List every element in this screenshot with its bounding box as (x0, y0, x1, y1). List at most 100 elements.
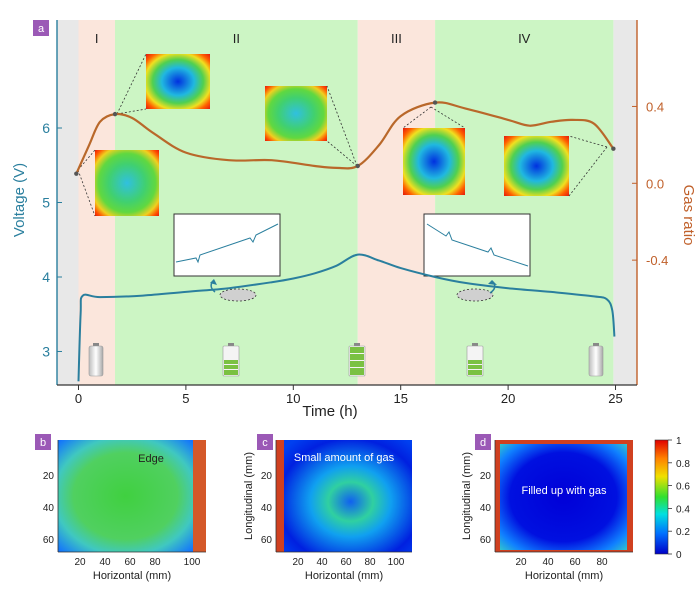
heatmap-b-xtick: 40 (99, 557, 111, 568)
heatmap-d-ytick: 20 (480, 471, 492, 482)
colorbar-ticks: 0 0.2 0.4 0.6 0.8 1 (668, 436, 690, 561)
heatmap-c-xtick: 20 (292, 557, 304, 568)
heatmap-b-xlabel: Horizontal (mm) (93, 570, 171, 582)
heatmap-b-ytick: 60 (43, 535, 55, 546)
zoom-inset-2 (423, 213, 531, 277)
colorbar-tick-label: 1 (676, 436, 682, 447)
x-tick-label: 5 (182, 391, 189, 406)
axis-ticks: 0 5 10 15 20 25 3 4 5 6 -0.4 0.0 0.4 (42, 99, 668, 406)
side-region (57, 20, 79, 385)
heatmap-b-ytick: 40 (43, 503, 55, 514)
y-left-tick-label: 4 (42, 269, 50, 285)
colorbar-tick-label: 0.8 (676, 459, 690, 470)
stage-label: IV (518, 31, 531, 46)
heatmap-c-xtick: 40 (316, 557, 328, 568)
heatmap-c-xtick: 100 (388, 557, 405, 568)
heatmap-b-ytick: 20 (43, 471, 55, 482)
stage-region (435, 20, 614, 385)
colorbar-tick-label: 0.6 (676, 482, 690, 493)
stage-region (357, 20, 436, 385)
inset-heatmap-4 (403, 128, 465, 195)
inset-heatmaps (95, 54, 569, 216)
colorbar-gradient (654, 439, 669, 555)
panel-c-badge (257, 434, 273, 450)
panel-a-label: a (38, 23, 45, 35)
inset-heatmap-1 (146, 54, 210, 109)
data-series (74, 100, 616, 382)
zoom-arrowhead-1 (210, 279, 217, 285)
zoom-region-2 (456, 288, 494, 302)
colorbar-tick-label: 0.4 (676, 504, 690, 515)
heatmap-b-xtick: 100 (184, 557, 201, 568)
stage-label: II (233, 31, 240, 46)
y-right-tick-label: -0.4 (646, 253, 668, 268)
heatmap-b-xtick: 80 (149, 557, 161, 568)
inset-connectors (77, 53, 608, 217)
heatmap-d-ytick: 40 (480, 503, 492, 514)
colorbar: 0 0.2 0.4 0.6 0.8 1 (654, 436, 690, 561)
panel-b-badge (35, 434, 51, 450)
voltage-series-line (77, 253, 616, 382)
gas-ratio-point (611, 146, 616, 151)
inset-heatmap-3 (265, 86, 327, 141)
gas-ratio-series-line (75, 101, 615, 175)
heatmap-d (500, 444, 627, 550)
battery-icons (88, 343, 604, 377)
battery-half-icon (466, 343, 484, 377)
heatmap-c-ytick: 60 (261, 535, 273, 546)
panel-d-label: d (480, 437, 486, 449)
heatmap-c-xtick: 60 (340, 557, 352, 568)
heatmap-c-ytick: 20 (261, 471, 273, 482)
x-tick-label: 15 (393, 391, 407, 406)
x-axis-label: Time (h) (302, 403, 357, 420)
zoom-inset-2-line (426, 223, 529, 267)
zoom-arrowhead-2 (488, 280, 497, 285)
stage-labels: I II III IV (95, 31, 531, 46)
y-right-tick-label: 0.0 (646, 176, 664, 191)
panel-c: Small amount of gas 20 40 60 80 100 20 4… (243, 434, 412, 582)
heatmap-d-annotation: Filled up with gas (522, 485, 607, 497)
panel-c-label: c (262, 437, 268, 449)
x-tick-label: 20 (501, 391, 515, 406)
heatmap-b-xtick: 20 (74, 557, 86, 568)
battery-full-icon (348, 343, 366, 377)
panel-a-badge (33, 20, 49, 36)
gas-ratio-point (74, 171, 79, 176)
zoom-inset-1 (173, 213, 281, 277)
side-region (613, 20, 637, 385)
y-left-tick-label: 6 (42, 120, 50, 136)
inset-heatmap-2 (95, 150, 159, 216)
y-left-tick-label: 3 (42, 343, 50, 359)
heatmap-c-xtick: 80 (364, 557, 376, 568)
panel-d: Filled up with gas 20 40 60 80 20 40 60 … (461, 434, 633, 582)
zoom-inset-1-line (175, 223, 279, 264)
heatmap-c-annotation: Small amount of gas (294, 452, 395, 464)
y-left-axis-label: Voltage (V) (11, 163, 28, 237)
heatmap-c-xlabel: Horizontal (mm) (305, 570, 383, 582)
heatmap-b-edge (193, 440, 206, 552)
heatmap-d-xtick: 80 (596, 557, 608, 568)
heatmap-d-xlabel: Horizontal (mm) (525, 570, 603, 582)
panel-b-label: b (40, 437, 46, 449)
heatmap-c-ytick: 40 (261, 503, 273, 514)
stage-label: III (391, 31, 402, 46)
heatmap-d-xtick: 20 (515, 557, 527, 568)
gas-ratio-point (112, 111, 118, 117)
zoom-region-1 (219, 288, 257, 302)
heatmap-c-ylabel: Longitudinal (mm) (243, 452, 255, 540)
y-right-tick-label: 0.4 (646, 99, 664, 114)
y-right-axis-label: Gas ratio (680, 185, 697, 246)
x-tick-label: 10 (286, 391, 300, 406)
y-left-tick-label: 5 (42, 195, 50, 211)
heatmap-d-ylabel: Longitudinal (mm) (461, 452, 473, 540)
panel-b: Edge 20 40 60 80 100 20 40 60 Horizontal… (35, 434, 206, 582)
gas-ratio-point (355, 163, 360, 169)
panel-d-badge (475, 434, 491, 450)
heatmap-d-xtick: 40 (542, 557, 554, 568)
colorbar-tick-label: 0 (676, 550, 682, 561)
battery-half-icon (222, 343, 240, 377)
voltage-zoom-insets (173, 213, 531, 302)
heatmap-b-annotation: Edge (138, 453, 164, 465)
